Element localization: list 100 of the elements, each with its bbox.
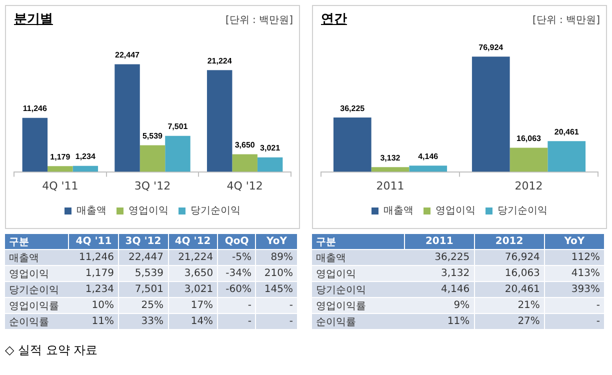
text: - <box>596 316 600 327</box>
text: 33% <box>141 316 164 327</box>
chart-title: 연간 <box>321 11 347 28</box>
category-label: 2012 <box>474 234 544 250</box>
data-label: 4,146 <box>418 152 439 161</box>
x-tick-label: 4Q '12 <box>226 179 263 192</box>
text: -34% <box>226 268 252 279</box>
text: 145% <box>264 284 293 295</box>
text: 14% <box>190 316 214 327</box>
category-label: 4Q '12 <box>168 234 218 250</box>
text: 9% <box>454 300 470 311</box>
text: 36,225 <box>434 252 470 263</box>
data-label: 16,063 <box>516 134 542 143</box>
text: -5% <box>232 252 252 263</box>
text: 3,132 <box>441 268 470 279</box>
text: - <box>289 316 293 327</box>
text: 21,224 <box>178 252 214 263</box>
legend-label: 매출액 <box>384 206 414 217</box>
bar <box>472 56 510 172</box>
bar <box>409 166 448 172</box>
data-label: 3,650 <box>234 140 256 150</box>
category-label: 순이익률 <box>316 316 356 328</box>
text: 구분 <box>5 234 69 250</box>
data-label: 11,246 <box>22 104 48 114</box>
bar <box>114 64 140 172</box>
category-label: 2011 <box>404 234 474 250</box>
text: 76,924 <box>504 252 540 263</box>
bar <box>206 70 232 172</box>
category-label: 당기순이익 <box>316 284 366 296</box>
bar <box>333 118 372 172</box>
text: 11% <box>447 316 470 327</box>
bar <box>232 154 258 172</box>
bar <box>371 167 410 172</box>
x-tick-label: 2012 <box>514 179 543 192</box>
bar <box>257 157 283 172</box>
text: - <box>289 300 293 311</box>
bar <box>22 118 48 172</box>
category-label: 영업이익률 <box>9 300 59 312</box>
text: 16,063 <box>504 268 540 279</box>
text: 3,021 <box>184 284 214 295</box>
text: - <box>248 300 252 311</box>
legend-label: 영업이익 <box>128 206 168 217</box>
data-label: 36,225 <box>340 104 366 113</box>
x-tick-label: 3Q '12 <box>134 179 171 192</box>
text: - <box>596 300 600 311</box>
text: -60% <box>226 284 252 295</box>
text: 89% <box>270 252 293 263</box>
category-label: 영업이익 <box>9 268 49 280</box>
category-label: 영업이익 <box>316 268 356 280</box>
text: 10% <box>92 300 114 311</box>
category-label: 순이익률 <box>9 316 49 328</box>
category-label: 매출액 <box>9 252 39 264</box>
legend-label: 매출액 <box>76 206 106 217</box>
text: 1,179 <box>85 268 114 279</box>
category-label: 당기순이익 <box>9 284 59 296</box>
text: 4,146 <box>441 284 470 295</box>
text: ◇ 실적 요약 자료 <box>5 342 98 359</box>
data-label: 1,179 <box>50 152 71 162</box>
bar <box>48 166 73 172</box>
category-label: 3Q '12 <box>118 234 168 250</box>
text: 11% <box>92 316 114 327</box>
text: 25% <box>141 300 164 311</box>
data-label: 21,224 <box>207 56 232 66</box>
chart-subtitle: [단위 : 백만원] <box>532 14 600 27</box>
category-label: YoY <box>544 234 604 250</box>
text: 11,246 <box>79 252 114 263</box>
legend-label: 당기순이익 <box>498 206 548 217</box>
text: - <box>248 316 252 327</box>
bar <box>165 136 190 172</box>
data-label: 76,924 <box>478 42 504 52</box>
chart-title: 분기별 <box>14 11 53 28</box>
legend-label: 당기순이익 <box>190 206 240 217</box>
text: 17% <box>190 300 214 311</box>
text: 22,447 <box>128 252 164 263</box>
bar <box>72 166 98 172</box>
text: 393% <box>571 284 600 295</box>
text: 3,650 <box>184 268 214 279</box>
text: 413% <box>571 268 600 279</box>
data-label: 7,501 <box>168 122 188 132</box>
text: 27% <box>518 316 540 327</box>
data-label: 20,461 <box>554 127 580 136</box>
data-label: 1,234 <box>75 152 96 162</box>
data-label: 3,132 <box>380 153 401 162</box>
text: 21% <box>518 300 540 311</box>
text: 210% <box>264 268 293 279</box>
bar <box>510 148 548 172</box>
bar <box>140 145 166 172</box>
text: 5,539 <box>134 268 164 279</box>
category-label: 매출액 <box>316 252 346 264</box>
x-tick-label: 2011 <box>376 179 404 192</box>
text: 7,501 <box>134 284 164 295</box>
text: 1,234 <box>85 284 114 295</box>
category-label: QoQ <box>218 234 256 250</box>
data-label: 3,021 <box>260 144 281 153</box>
data-label: 5,539 <box>142 131 164 140</box>
chart-subtitle: [단위 : 백만원] <box>225 14 293 27</box>
category-label: 영업이익률 <box>316 300 366 312</box>
text: 20,461 <box>504 284 540 295</box>
x-tick-label: 4Q '11 <box>42 179 78 192</box>
text: 구분 <box>312 234 405 250</box>
